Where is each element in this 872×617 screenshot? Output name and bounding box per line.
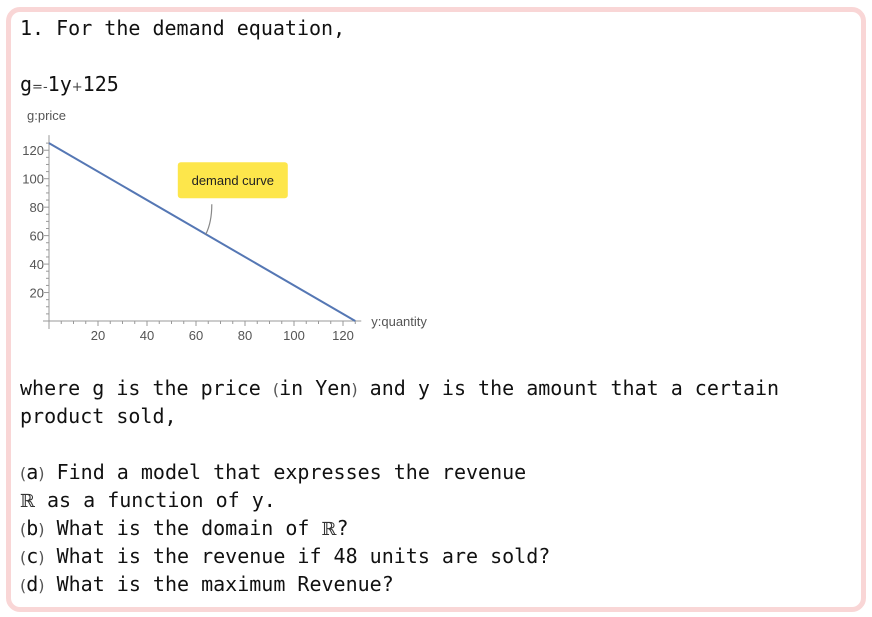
y-tick-label: 20 <box>30 286 44 301</box>
part-c-text: What is the revenue if 48 units are sold… <box>44 544 551 568</box>
part-d-text: What is the maximum Revenue? <box>44 572 394 596</box>
part-d-open: ( <box>20 576 27 595</box>
callout-label: demand curve <box>192 173 274 188</box>
part-b: (b) What is the domain of ℝ? <box>20 516 349 540</box>
part-c: (c) What is the revenue if 48 units are … <box>20 544 550 568</box>
part-c-open: ( <box>20 548 27 567</box>
y-tick-label: 40 <box>30 257 44 272</box>
part-c-close: ) <box>38 548 45 567</box>
callout-pointer <box>205 204 213 235</box>
demand-chart: 20 40 60 80 100 120 20 40 60 80 100 120 g:price y:qua… <box>22 108 427 343</box>
where-line-1: where g is the price (in Yen) and y is t… <box>20 376 779 400</box>
where-post: and y is the amount that a certain <box>357 376 780 400</box>
revenue-symbol: ℝ <box>321 519 337 540</box>
paren-close: ) <box>351 380 358 399</box>
y-tick-label: 120 <box>22 143 44 158</box>
part-b-text: What is the domain of <box>44 516 322 540</box>
part-b-label: b <box>26 516 39 540</box>
demand-line <box>48 142 356 322</box>
x-tick-label: 20 <box>91 328 105 343</box>
part-c-label: c <box>26 544 39 568</box>
eq-const: 125 <box>82 72 119 96</box>
part-b-open: ( <box>20 520 27 539</box>
x-tick-label: 100 <box>283 328 305 343</box>
eq-coef: 1y <box>47 72 72 96</box>
where-pre: where g is the price <box>20 376 273 400</box>
part-a-close: ) <box>38 464 45 483</box>
eq-lhs: g <box>20 72 33 96</box>
where-unit: in Yen <box>279 376 352 400</box>
problem-card <box>6 7 866 612</box>
x-tick-label: 40 <box>140 328 154 343</box>
eq-sign: = <box>32 80 43 95</box>
callout-box <box>177 162 288 199</box>
x-tick-label: 120 <box>332 328 354 343</box>
demand-equation: g=-1y+125 <box>20 72 119 96</box>
x-tick-label: 80 <box>238 328 252 343</box>
part-a: (a) Find a model that expresses the reve… <box>20 460 526 484</box>
problem-heading: 1. For the demand equation, <box>20 16 346 40</box>
part-a-cont: ℝ as a function of y. <box>20 488 276 512</box>
y-tick-label: 100 <box>22 172 44 187</box>
part-b-end: ? <box>336 516 349 540</box>
x-axis-label: y:quantity <box>371 314 427 329</box>
paren-open: ( <box>272 380 280 399</box>
eq-minus: - <box>42 80 48 95</box>
x-tick-label: 60 <box>189 328 203 343</box>
eq-plus: + <box>71 80 83 95</box>
y-axis-label: g:price <box>27 108 66 123</box>
part-a-text2: as a function of y. <box>34 488 276 512</box>
part-b-close: ) <box>38 520 45 539</box>
part-d-close: ) <box>38 576 45 595</box>
where-line-2: product sold, <box>20 404 177 428</box>
y-tick-label: 60 <box>30 229 44 244</box>
part-d-label: d <box>26 572 39 596</box>
part-a-open: ( <box>20 464 27 483</box>
part-a-label: a <box>26 460 39 484</box>
revenue-symbol: ℝ <box>20 491 35 512</box>
y-tick-label: 80 <box>30 200 44 215</box>
part-a-text: Find a model that expresses the revenue <box>44 460 527 484</box>
part-d: (d) What is the maximum Revenue? <box>20 572 394 596</box>
